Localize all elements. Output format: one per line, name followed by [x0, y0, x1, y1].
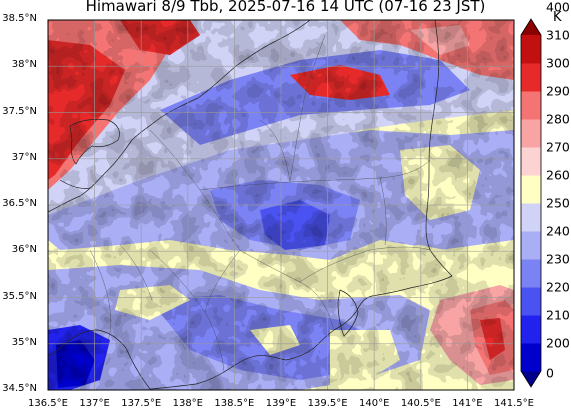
- lon-tick-label: 138°E: [172, 398, 203, 409]
- colorbar-tick-label: 270: [546, 139, 570, 155]
- colorbar-segment: [521, 119, 541, 148]
- lon-tick-label: 139.5°E: [307, 398, 348, 409]
- colorbar-segment: [521, 343, 541, 372]
- colorbar-tick-label: 0: [546, 365, 554, 381]
- lat-tick-label: 38.5°N: [2, 13, 37, 24]
- lon-tick-label: 140.5°E: [400, 398, 441, 409]
- lon-tick-label: 141°E: [452, 398, 483, 409]
- colorbar-outline: [520, 18, 542, 388]
- colorbar-over-cap: [521, 19, 541, 35]
- colorbar-tick-label: 250: [546, 195, 570, 211]
- colorbar-segment: [521, 91, 541, 120]
- colorbar-tick-label: 220: [546, 279, 570, 295]
- lon-tick-label: 137.5°E: [121, 398, 162, 409]
- map-frame: [47, 19, 515, 391]
- lat-tick-label: 37.5°N: [2, 105, 37, 117]
- lat-tick-label: 38°N: [11, 59, 37, 71]
- map-title: Himawari 8/9 Tbb, 2025-07-16 14 UTC (07-…: [85, 0, 486, 15]
- colorbar-tick-label: 400: [546, 0, 570, 15]
- prefecture-boundaries: [89, 34, 431, 373]
- lat-tick-label: 36°N: [11, 244, 37, 256]
- colorbar-tick-label: 260: [546, 167, 570, 183]
- lon-tick-label: 141.5°E: [494, 398, 534, 409]
- colorbar-tick-label: 210: [546, 307, 570, 323]
- lon-tick-label: 136.5°E: [28, 398, 68, 409]
- colorbar-tick-label: 240: [546, 223, 570, 239]
- lat-tick-label: 34.5°N: [2, 383, 37, 394]
- lat-tick-label: 35.5°N: [2, 290, 37, 302]
- lon-tick-label: 139°E: [265, 398, 297, 409]
- colorbar-tick-label: 230: [546, 251, 570, 267]
- colorbar-tick-label: 310: [546, 27, 570, 43]
- colorbar-segment: [521, 315, 541, 344]
- lon-tick-label: 137°E: [79, 398, 110, 409]
- colorbar-segment: [521, 231, 541, 260]
- colorbar-segment: [521, 147, 541, 176]
- coastline-boundaries: [48, 20, 453, 390]
- colorbar-segment: [521, 203, 541, 232]
- colorbar-segment: [521, 175, 541, 204]
- colorbar-tick-label: 200: [546, 335, 570, 351]
- lat-tick-label: 35°N: [11, 336, 37, 348]
- colorbar-under-cap: [521, 371, 541, 387]
- colorbar-segment: [521, 287, 541, 316]
- colorbar-tick-label: 300: [546, 55, 570, 71]
- colorbar-segment: [521, 35, 541, 64]
- colorbar-tick-label: 280: [546, 111, 570, 127]
- lon-tick-label: 138.5°E: [214, 398, 255, 409]
- lon-tick-label: 140°E: [358, 398, 390, 409]
- lat-tick-label: 36.5°N: [2, 198, 37, 209]
- colorbar-segment: [521, 259, 541, 288]
- colorbar-tick-label: 290: [546, 83, 570, 99]
- colorbar: [520, 18, 542, 388]
- colorbar-unit: K: [553, 10, 562, 25]
- lat-tick-label: 37°N: [11, 151, 37, 163]
- colorbar-segment: [521, 63, 541, 92]
